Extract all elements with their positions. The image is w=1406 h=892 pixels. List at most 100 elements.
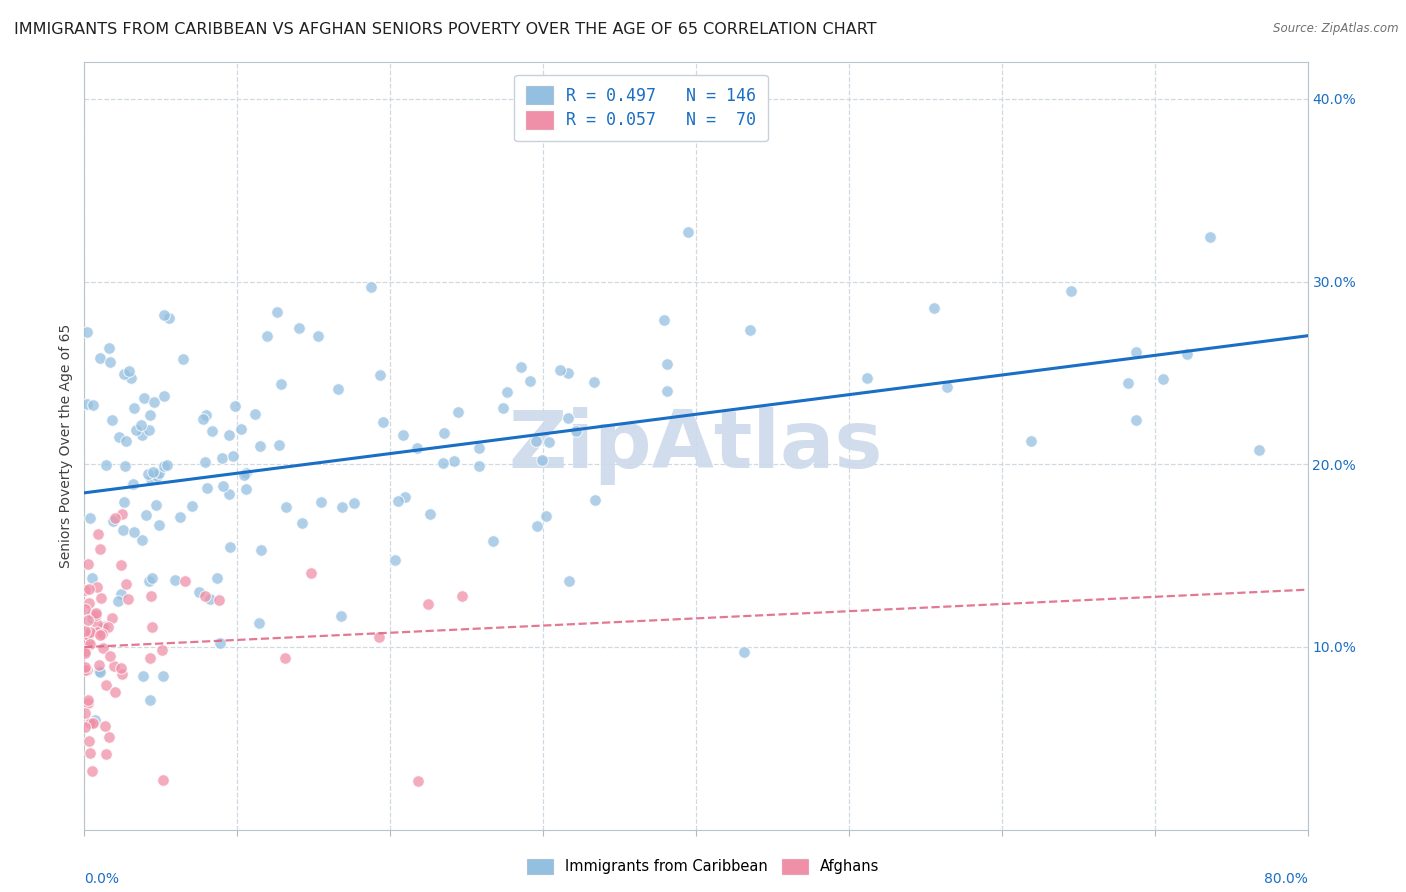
Point [153, 389, 176, 403]
Point [387, 494, 409, 508]
Point [467, 441, 489, 455]
Point [249, 439, 271, 453]
Point [274, 651, 297, 665]
Point [98, 648, 121, 663]
Point [270, 376, 292, 391]
Point [89, 542, 111, 557]
Point [114, 577, 136, 591]
Point [118, 364, 141, 378]
Point [557, 411, 579, 425]
Point [922, 301, 945, 315]
Point [229, 422, 252, 436]
Point [75, 720, 97, 734]
Text: 80.0%: 80.0% [1264, 871, 1308, 886]
Point [91, 641, 114, 656]
Point [94, 458, 117, 472]
Point [394, 490, 416, 504]
Point [107, 593, 129, 607]
Point [80, 610, 103, 624]
Point [139, 692, 162, 706]
Point [132, 391, 155, 405]
Point [148, 517, 170, 532]
Point [418, 597, 440, 611]
Point [330, 608, 353, 623]
Point [165, 573, 187, 587]
Point [419, 507, 441, 521]
Point [201, 424, 224, 438]
Point [86, 624, 108, 639]
Point [75, 663, 97, 677]
Point [218, 427, 240, 442]
Point [269, 437, 291, 451]
Point [93, 619, 115, 633]
Point [150, 643, 173, 657]
Point [97, 730, 120, 744]
Point [90, 591, 112, 606]
Point [104, 684, 127, 698]
Point [91, 620, 114, 634]
Point [218, 540, 240, 554]
Point [373, 415, 395, 429]
Point [343, 496, 366, 510]
Legend: R = 0.497   N = 146, R = 0.057   N =  70: R = 0.497 N = 146, R = 0.057 N = 70 [515, 75, 768, 141]
Point [492, 401, 515, 415]
Point [233, 467, 256, 482]
Point [86, 617, 108, 632]
Point [1153, 372, 1175, 386]
Point [115, 434, 138, 449]
Point [77, 582, 100, 596]
Point [208, 593, 231, 607]
Point [139, 651, 162, 665]
Point [205, 571, 228, 585]
Text: IMMIGRANTS FROM CARIBBEAN VS AFGHAN SENIORS POVERTY OVER THE AGE OF 65 CORRELATI: IMMIGRANTS FROM CARIBBEAN VS AFGHAN SENI… [14, 22, 877, 37]
Point [733, 645, 755, 659]
Point [519, 374, 541, 388]
Point [406, 441, 429, 455]
Point [75, 624, 97, 639]
Point [125, 423, 148, 437]
Point [82, 607, 104, 622]
Point [526, 519, 548, 533]
Point [79, 716, 101, 731]
Point [655, 357, 678, 371]
Point [76, 397, 98, 411]
Point [111, 507, 134, 521]
Point [534, 509, 557, 524]
Point [194, 589, 217, 603]
Point [524, 434, 547, 448]
Point [103, 658, 125, 673]
Point [141, 620, 163, 634]
Point [77, 693, 100, 707]
Point [935, 380, 957, 394]
Point [1116, 376, 1139, 390]
Point [330, 500, 353, 515]
Point [266, 305, 288, 319]
Point [96, 678, 118, 692]
Point [299, 566, 322, 581]
Point [243, 407, 266, 421]
Point [195, 408, 218, 422]
Point [1125, 413, 1147, 427]
Point [110, 587, 132, 601]
Point [152, 669, 174, 683]
Point [451, 589, 474, 603]
Point [291, 516, 314, 531]
Point [558, 574, 581, 589]
Point [77, 596, 100, 610]
Point [583, 375, 606, 389]
Point [114, 458, 136, 473]
Point [172, 352, 194, 367]
Point [139, 589, 162, 603]
Point [191, 411, 214, 425]
Y-axis label: Seniors Poverty Over the Age of 65: Seniors Poverty Over the Age of 65 [59, 324, 73, 568]
Point [136, 467, 159, 481]
Point [97, 620, 120, 634]
Point [80, 764, 103, 778]
Point [247, 615, 270, 630]
Point [108, 430, 131, 444]
Point [657, 384, 679, 399]
Point [1060, 285, 1083, 299]
Point [307, 328, 329, 343]
Point [110, 660, 132, 674]
Legend: Immigrants from Caribbean, Afghans: Immigrants from Caribbean, Afghans [520, 853, 886, 880]
